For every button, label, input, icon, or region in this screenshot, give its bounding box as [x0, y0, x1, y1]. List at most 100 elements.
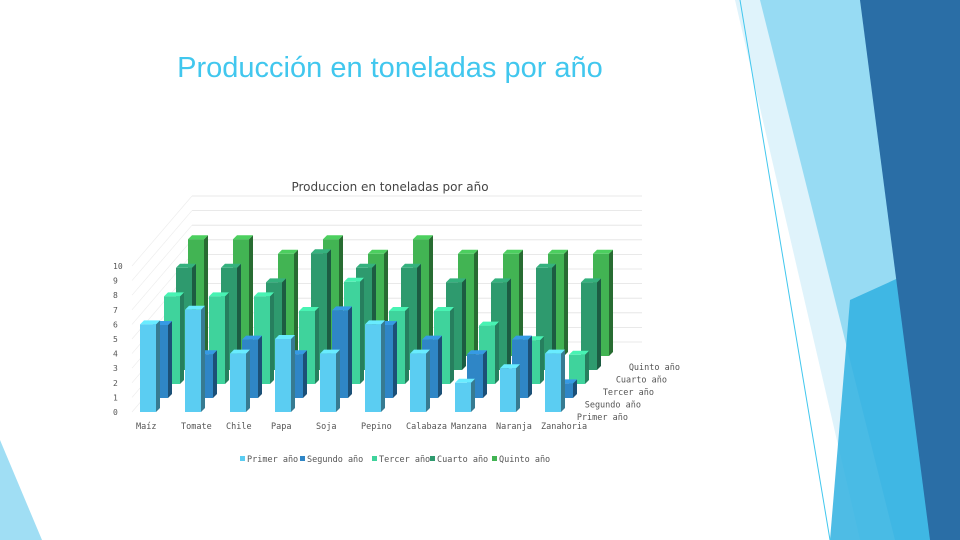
- bar-top: [278, 249, 298, 254]
- bar-side: [360, 277, 364, 384]
- category-label: Naranja: [496, 422, 532, 432]
- y-tick-label: 7: [113, 306, 118, 315]
- bar-face: [410, 353, 426, 412]
- category-label: Manzana: [451, 422, 487, 432]
- bar-top: [500, 364, 520, 369]
- legend-label: Quinto año: [499, 455, 550, 465]
- bar-side: [225, 292, 229, 384]
- bar-side: [168, 321, 172, 398]
- bar-side: [327, 249, 331, 370]
- bar-top: [356, 263, 376, 268]
- bar-top: [233, 235, 253, 240]
- bar-top: [254, 292, 274, 297]
- category-label: Chile: [226, 422, 252, 432]
- bar: [365, 320, 385, 412]
- bar-face: [545, 353, 561, 412]
- bar-face: [320, 353, 336, 412]
- bar-side: [474, 249, 478, 356]
- bar-top: [188, 235, 208, 240]
- bar-side: [597, 278, 601, 370]
- bar-face: [569, 354, 585, 384]
- y-tick-label: 8: [113, 291, 118, 300]
- legend-item: Segundo año: [300, 455, 363, 465]
- bar-side: [213, 350, 217, 398]
- bar-top: [479, 321, 499, 326]
- side-grid-line: [131, 210, 193, 281]
- bar-top: [221, 263, 241, 268]
- category-label: Zanahoria: [541, 422, 587, 432]
- bar-face: [455, 382, 471, 412]
- bar-side: [516, 364, 520, 412]
- legend-item: Primer año: [240, 455, 298, 465]
- bar-top: [545, 349, 565, 354]
- category-label: Papa: [271, 422, 291, 432]
- legend-swatch: [240, 456, 245, 461]
- bar-face: [185, 309, 201, 412]
- bar-side: [381, 320, 385, 412]
- y-tick-label: 9: [113, 277, 118, 286]
- bar: [230, 349, 250, 412]
- bar-side: [552, 263, 556, 370]
- category-label: Soja: [316, 422, 336, 432]
- bar-top: [569, 350, 589, 355]
- bar-side: [294, 249, 298, 356]
- side-grid-line: [131, 195, 193, 267]
- bar-side: [609, 249, 613, 356]
- bar-top: [299, 307, 319, 311]
- bar-top: [536, 263, 556, 268]
- bar-face: [230, 353, 246, 412]
- bar-top: [422, 335, 442, 340]
- bar-face: [140, 324, 156, 412]
- bar-side: [246, 349, 250, 412]
- bar: [569, 350, 589, 384]
- bar: [581, 278, 601, 370]
- depth-axis-label: Quinto año: [629, 363, 680, 373]
- legend-label: Tercer año: [379, 455, 430, 465]
- bar-side: [561, 349, 565, 412]
- bar-side: [540, 336, 544, 384]
- y-tick-label: 4: [113, 350, 118, 359]
- bar-side: [348, 306, 352, 398]
- bar-side: [249, 235, 253, 356]
- y-tick-label: 10: [113, 262, 123, 271]
- bar-top: [458, 249, 478, 254]
- bar-top: [593, 249, 613, 254]
- bar-side: [462, 278, 466, 370]
- bar-top: [242, 335, 262, 340]
- bar-face: [500, 368, 516, 412]
- bar-side: [519, 249, 523, 356]
- bar-top: [230, 349, 250, 354]
- bar-side: [564, 249, 568, 356]
- bar-side: [429, 235, 433, 356]
- y-tick-label: 2: [113, 379, 118, 388]
- legend-swatch: [372, 456, 377, 461]
- bar-top: [491, 278, 511, 283]
- bar-side: [426, 349, 430, 412]
- bar-side: [528, 335, 532, 398]
- y-tick-label: 0: [113, 408, 118, 417]
- bar-top: [548, 249, 568, 254]
- side-grid-line: [131, 225, 193, 296]
- legend-swatch: [300, 456, 305, 461]
- chart-title: Produccion en toneladas por año: [291, 180, 488, 194]
- bar-side: [471, 378, 475, 412]
- category-label: Tomate: [181, 422, 212, 432]
- bar-top: [320, 349, 340, 354]
- bar-side: [507, 278, 511, 370]
- bar-top: [413, 235, 433, 240]
- bar-side: [495, 321, 499, 384]
- bar: [545, 349, 565, 412]
- bar-top: [434, 307, 454, 311]
- bar-face: [365, 324, 381, 412]
- deco-right-dark: [860, 0, 960, 540]
- legend-label: Segundo año: [307, 455, 363, 465]
- legend-swatch: [430, 456, 435, 461]
- bar: [275, 335, 295, 412]
- bar-top: [209, 292, 229, 297]
- bar-top: [323, 235, 343, 240]
- deco-left-triangle: [0, 440, 42, 540]
- bar-face: [275, 339, 291, 412]
- bar-side: [291, 335, 295, 412]
